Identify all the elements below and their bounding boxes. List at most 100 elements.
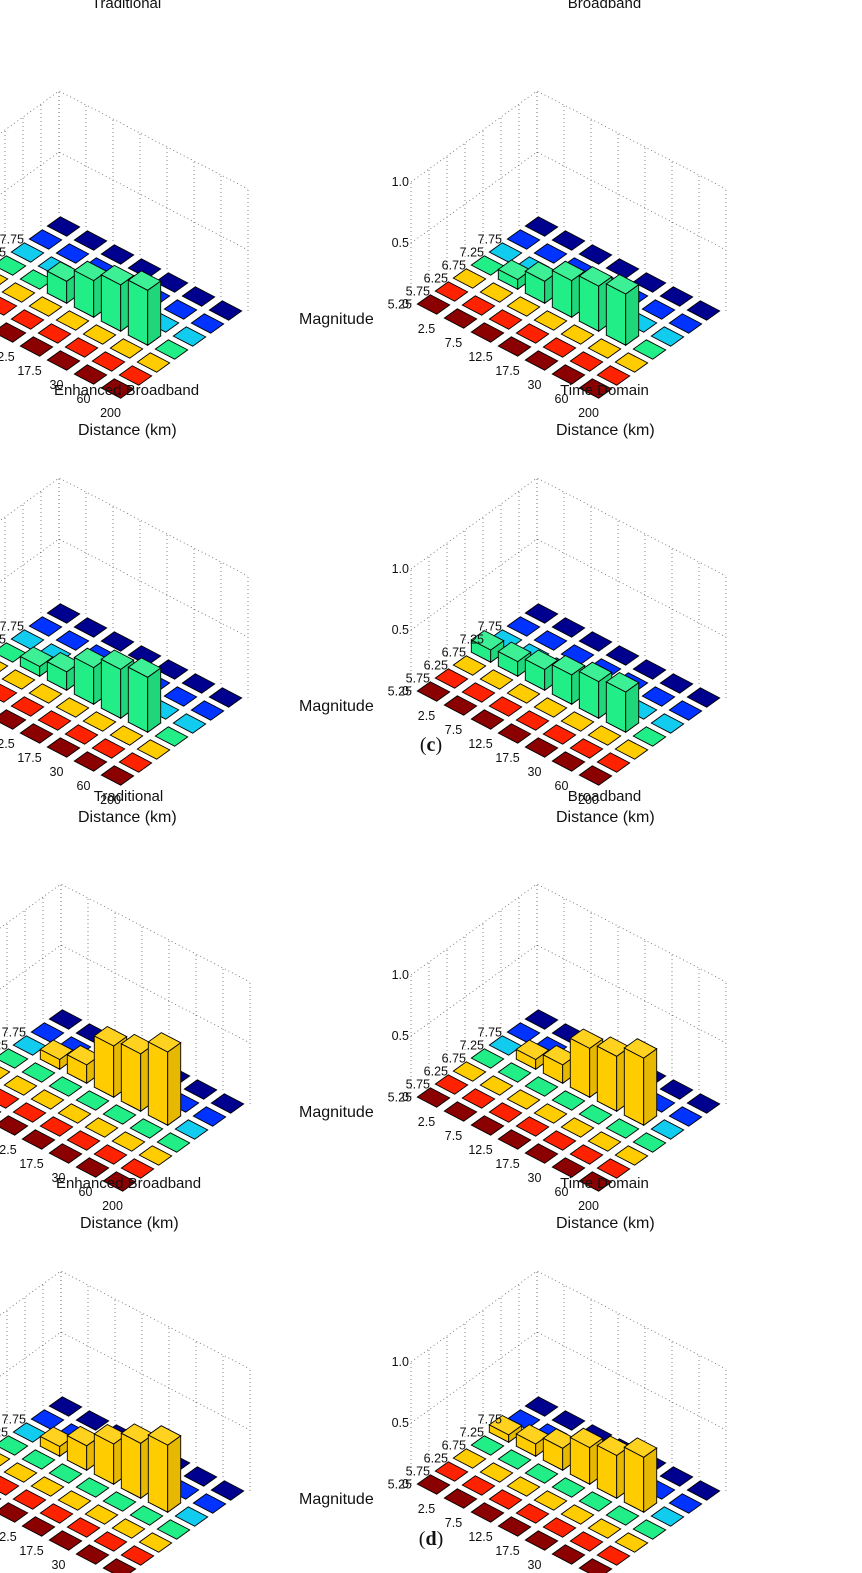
distance-tick-label: 30 <box>52 1558 66 1572</box>
bar <box>127 657 162 734</box>
distance-tick-label: 60 <box>555 1185 569 1199</box>
floor-tile <box>46 216 81 237</box>
floor-tile <box>668 1106 703 1127</box>
bars <box>19 646 162 734</box>
distance-tick-label: 7.5 <box>445 1516 462 1530</box>
magnitude-tick-label: 7.25 <box>460 246 484 260</box>
bar-top-face <box>605 671 640 693</box>
floor-tile <box>210 1480 245 1501</box>
floor-tile <box>551 1090 586 1111</box>
bar-top-face <box>488 1414 523 1436</box>
floor-tile <box>19 269 54 290</box>
distance-tick-label: 200 <box>578 406 599 420</box>
bar-top-face <box>551 654 586 676</box>
floor-tile <box>0 1115 29 1136</box>
grid-line <box>0 90 249 190</box>
chart-grid <box>0 477 249 698</box>
floor-tile <box>192 1106 227 1127</box>
floor-tile <box>578 378 613 399</box>
bar-top-face <box>569 1028 604 1049</box>
floor-tile <box>0 296 18 316</box>
bar-top-face <box>39 1039 74 1061</box>
floor-tile <box>181 673 216 694</box>
bar-top-face <box>120 1033 155 1055</box>
magnitude-tick-label: 7.25 <box>460 1426 484 1440</box>
floor-tile <box>578 1171 613 1192</box>
floor-tile <box>641 686 676 707</box>
floor-tile <box>73 364 108 385</box>
z-tick-label: 0.5 <box>392 236 409 250</box>
floor-tile <box>10 309 45 330</box>
floor-tile <box>136 352 171 373</box>
bar <box>147 1425 182 1514</box>
floor-tile <box>533 1103 568 1124</box>
x-axis-label: Distance (km) <box>556 422 655 439</box>
floor-tile <box>479 669 514 690</box>
distance-tick-label: 12.5 <box>468 1530 492 1544</box>
floor-tile <box>82 711 117 732</box>
floor-tile <box>30 1476 65 1497</box>
bar3d-chart: Traditional00.51.05.255.756.256.757.257.… <box>0 0 249 439</box>
chart-title: Enhanced Broadband <box>56 1175 201 1192</box>
floor-tile <box>163 299 198 320</box>
floor-tile <box>533 697 568 718</box>
distance-tick-label: 12.5 <box>468 1143 492 1157</box>
floor-tile <box>416 1087 451 1108</box>
floor-tile <box>596 752 631 773</box>
bar <box>623 1437 658 1514</box>
bar-top-face <box>524 261 559 282</box>
bar-top-face <box>93 1025 128 1047</box>
bar-front-face <box>605 283 627 346</box>
bar3d-chart: Broadband 0 0.5 1.0 5.255.756.256.757.257.75… <box>299 788 727 1232</box>
floor-tile <box>46 603 81 624</box>
distance-tick-label: 60 <box>555 779 569 793</box>
floor-tile <box>497 1129 532 1150</box>
distance-tick-label: 2.5 <box>418 1115 435 1129</box>
floor-tile <box>416 681 451 702</box>
bar-top-face <box>596 1435 631 1457</box>
bar-top-face <box>147 1425 182 1446</box>
floor-tile <box>120 1545 155 1566</box>
distance-tick-label: 200 <box>102 1199 123 1213</box>
floor-tile <box>470 255 505 276</box>
floor-tile <box>596 1545 631 1566</box>
floor-tile <box>524 1143 559 1164</box>
floor-tile <box>497 1449 532 1470</box>
floor-tile <box>55 697 90 718</box>
distance-tick-label: 12.5 <box>468 737 492 751</box>
floor-tile <box>21 1516 56 1537</box>
floor-tile <box>542 1517 577 1538</box>
magnitude-tick-label: 6.25 <box>424 1065 448 1079</box>
distance-tick-label: 200 <box>100 793 121 807</box>
floor-tile <box>19 723 54 744</box>
floor-tile <box>84 1504 119 1525</box>
magnitude-tick-label: 6.25 <box>424 1452 448 1466</box>
floor-tile <box>452 268 487 289</box>
floor-tile <box>524 1076 559 1097</box>
floor-tile <box>19 336 54 357</box>
bar3d-chart: Enhanced Broadband00.51.05.255.756.256.7… <box>0 1175 251 1573</box>
chart-title: Traditional <box>92 0 161 12</box>
floor-tile <box>551 1477 586 1498</box>
bar-top-face <box>596 1036 631 1057</box>
floor-tile <box>506 616 541 637</box>
floor-tile <box>109 338 144 359</box>
floor-tile <box>434 281 469 302</box>
floor-tile <box>596 1158 631 1179</box>
floor-tile <box>48 1396 83 1417</box>
floor-tile <box>0 1088 20 1109</box>
floor-tile <box>578 1558 613 1573</box>
floor-tile <box>659 673 694 694</box>
floor-tile <box>524 350 559 371</box>
bar-front-face <box>147 1041 169 1126</box>
chart-grid <box>410 90 727 311</box>
floor-tile <box>443 695 478 716</box>
floor-tile <box>12 1422 47 1443</box>
floor-tile <box>632 726 667 747</box>
floor-tile <box>0 683 18 703</box>
floor-tile <box>0 322 27 343</box>
distance-tick-label: 60 <box>77 779 91 793</box>
y-axis-label: Magnitude <box>299 1491 374 1508</box>
bar-top-face <box>578 661 613 683</box>
floor-tile <box>497 1062 532 1083</box>
